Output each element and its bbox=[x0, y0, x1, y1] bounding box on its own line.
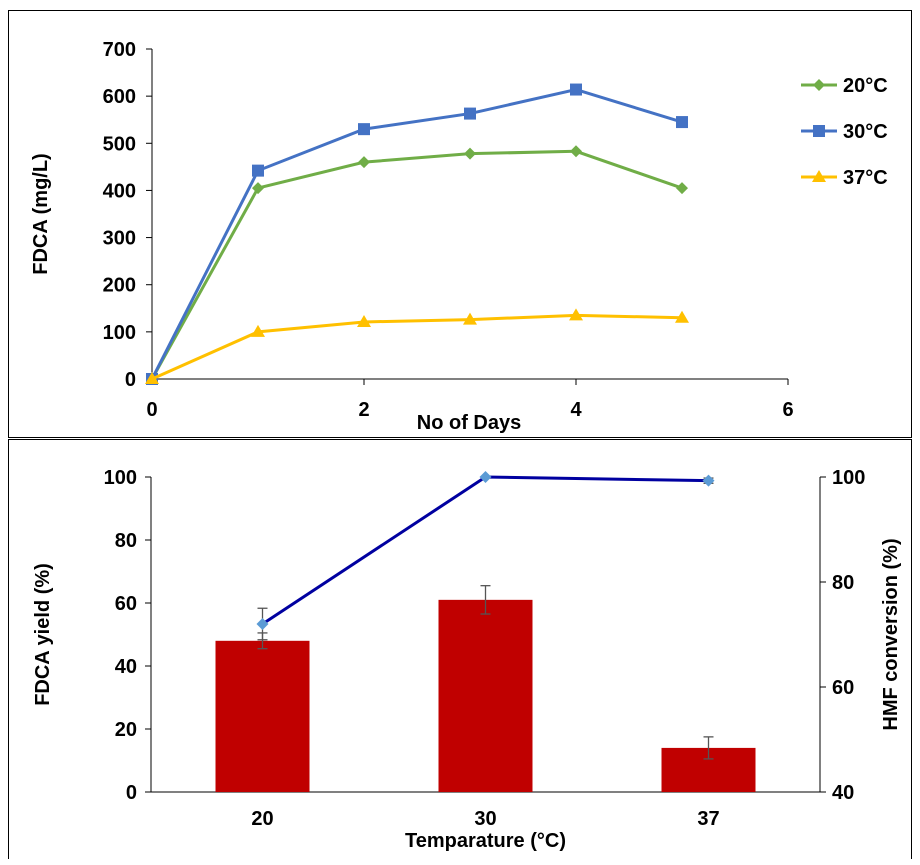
data-point bbox=[676, 116, 688, 129]
left-y-tick-label: 60 bbox=[115, 593, 137, 615]
data-point bbox=[675, 310, 689, 323]
x-tick-label: 0 bbox=[146, 399, 157, 421]
right-y-tick-label: 40 bbox=[832, 782, 854, 804]
x-tick-label: 37 bbox=[697, 808, 719, 830]
left-y-tick-label: 80 bbox=[115, 530, 137, 552]
left-y-tick-label: 0 bbox=[126, 782, 137, 804]
fdca-time-course-panel: 0 100 200 300 400 500 600 700 0 2 4 6 No of Days FDCA… bbox=[8, 10, 912, 438]
data-point bbox=[812, 170, 826, 182]
x-axis-title: No of Days bbox=[417, 412, 521, 434]
y-tick-label: 200 bbox=[103, 275, 136, 297]
legend-label: 30°C bbox=[843, 121, 888, 143]
conversion-point bbox=[479, 471, 492, 483]
data-point bbox=[570, 83, 582, 96]
data-point bbox=[358, 123, 370, 136]
right-y-tick-label: 100 bbox=[832, 467, 865, 489]
data-point bbox=[464, 107, 476, 120]
x-tick-label: 2 bbox=[358, 399, 369, 421]
yield-bar bbox=[215, 640, 310, 792]
y-tick-label: 700 bbox=[103, 39, 136, 61]
series-0 bbox=[146, 145, 688, 385]
temperature-effect-chart: 0 20 40 60 80 100 40 60 80 100 20 30 37 Temparature (… bbox=[32, 467, 902, 852]
x-tick-label: 4 bbox=[570, 399, 582, 421]
data-point bbox=[813, 79, 825, 91]
data-point bbox=[570, 145, 582, 158]
yield-bar bbox=[438, 599, 533, 792]
y-tick-label: 400 bbox=[103, 180, 136, 202]
series-2 bbox=[145, 308, 689, 384]
series-line bbox=[151, 313, 683, 381]
conversion-point bbox=[256, 618, 269, 630]
fdca-time-course-chart: 0 100 200 300 400 500 600 700 0 2 4 6 No of Days FDCA… bbox=[30, 39, 888, 434]
data-point bbox=[464, 147, 476, 160]
x-axis-title: Temparature (°C) bbox=[405, 830, 566, 852]
right-y-tick-label: 60 bbox=[832, 677, 854, 699]
y-axis-title: FDCA (mg/L) bbox=[30, 153, 52, 274]
series-line bbox=[150, 149, 683, 380]
temperature-effect-panel: 0 20 40 60 80 100 40 60 80 100 20 30 37 Temparature (… bbox=[8, 439, 912, 859]
data-point bbox=[145, 372, 159, 384]
series-line bbox=[150, 87, 683, 380]
data-point bbox=[676, 182, 688, 195]
left-y-tick-label: 40 bbox=[115, 656, 137, 678]
y-tick-label: 500 bbox=[103, 133, 136, 155]
data-point bbox=[252, 182, 264, 195]
data-point bbox=[358, 156, 370, 169]
x-tick-label: 6 bbox=[782, 399, 793, 421]
data-point bbox=[569, 308, 583, 321]
series-1 bbox=[146, 83, 688, 385]
y-tick-label: 100 bbox=[103, 322, 136, 344]
x-tick-label: 30 bbox=[474, 808, 496, 830]
left-y-tick-label: 20 bbox=[115, 719, 137, 741]
left-y-axis-title: FDCA yield (%) bbox=[32, 563, 54, 706]
data-point bbox=[463, 312, 477, 325]
legend-label: 20°C bbox=[843, 75, 888, 97]
x-tick-label: 20 bbox=[251, 808, 273, 830]
y-tick-label: 0 bbox=[125, 369, 136, 391]
data-point bbox=[251, 324, 265, 337]
left-y-tick-label: 100 bbox=[104, 467, 137, 489]
y-tick-label: 300 bbox=[103, 228, 136, 250]
legend-label: 37°C bbox=[843, 167, 888, 189]
right-y-axis-title: HMF conversion (%) bbox=[880, 538, 902, 730]
data-point bbox=[252, 164, 264, 177]
right-y-tick-label: 80 bbox=[832, 572, 854, 594]
data-point bbox=[813, 125, 825, 137]
y-tick-label: 600 bbox=[103, 86, 136, 108]
data-point bbox=[357, 314, 371, 327]
conversion-point bbox=[702, 474, 715, 487]
